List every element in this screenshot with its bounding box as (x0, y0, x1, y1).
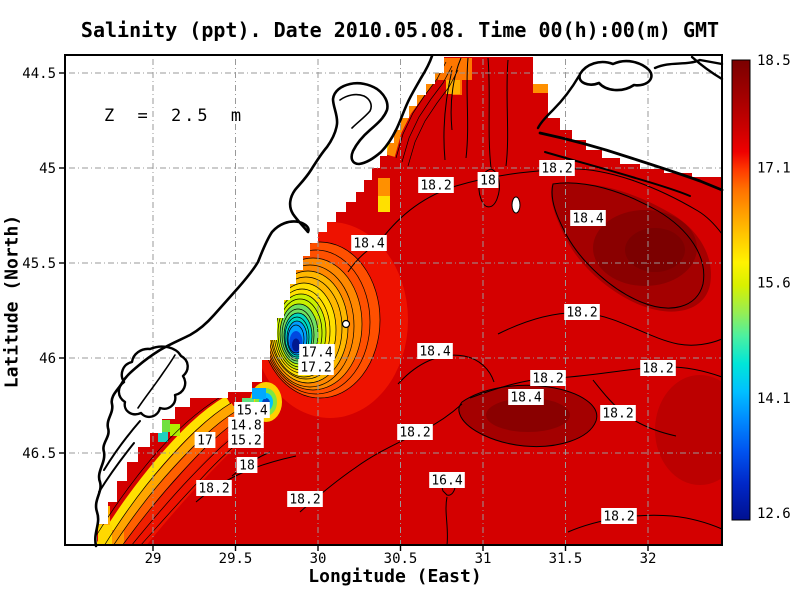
contour-label: 16.4 (431, 474, 462, 489)
contour-label-box (228, 432, 264, 448)
contour-label: 18.4 (510, 391, 541, 406)
estuary-orange-cell (533, 84, 548, 93)
y-tick-label: 44.5 (22, 66, 56, 82)
contour-label-box (564, 304, 600, 320)
contour-label: 18.2 (399, 426, 430, 441)
contour-label-box (530, 370, 566, 386)
contour-label-box (477, 172, 499, 188)
x-axis-title: Longitude (East) (308, 566, 482, 587)
contour-label: 18.2 (289, 493, 320, 508)
colorbar-label: 12.6 (757, 506, 791, 522)
contour-label-box (418, 177, 454, 193)
contour-label-box (351, 235, 387, 251)
colorbar-label: 14.1 (757, 391, 791, 407)
y-axis-title: Latitude (North) (1, 214, 23, 389)
x-tick-label: 31.5 (549, 551, 583, 567)
contour-label: 18.4 (572, 212, 603, 227)
coastline (94, 54, 724, 548)
contour-label-box (600, 405, 636, 421)
colorbar-gradient (731, 59, 751, 521)
contour-label: 17.4 (301, 346, 332, 361)
station-marker (341, 319, 351, 329)
contour-label: 18.2 (642, 362, 673, 377)
colorbar: 18.5 17.1 15.6 14.1 12.6 (731, 53, 791, 522)
contour-label: 18.2 (541, 162, 572, 177)
x-tick-label: 30 (310, 551, 327, 567)
contour-label-box (601, 508, 637, 524)
contour-label-box (429, 472, 465, 488)
contour-label-box (640, 360, 676, 376)
contour-label-box (236, 457, 258, 473)
colorbar-label: 17.1 (757, 160, 791, 176)
y-tick-label: 45.5 (22, 256, 56, 272)
chart-title: Salinity (ppt). Date 2010.05.08. Time 00… (80, 18, 720, 42)
contour-label: 18.2 (420, 179, 451, 194)
gridlines (65, 55, 722, 545)
contour-label: 15.2 (230, 434, 261, 449)
axis-ticks: 29 29.5 30 30.5 31 31.5 32 44.5 45 45.5 46 46.5 (22, 66, 656, 567)
x-tick-label: 29.5 (219, 551, 253, 567)
contour-label: 18.4 (353, 237, 384, 252)
plot-frame (64, 54, 723, 546)
contour-label-box (539, 160, 575, 176)
contour-label-box (287, 491, 323, 507)
x-tick-label: 32 (640, 551, 657, 567)
colorbar-label: 15.6 (757, 276, 791, 292)
contour-label-box (194, 432, 216, 448)
contour-label-box (234, 402, 270, 418)
contour-label-box (508, 389, 544, 405)
contour-label: 18.2 (566, 306, 597, 321)
contour-label: 18.2 (532, 372, 563, 387)
x-tick-label: 29 (145, 551, 162, 567)
contour-label: 18 (239, 459, 255, 474)
y-tick-label: 45 (39, 161, 56, 177)
contour-label-box (570, 210, 606, 226)
contour-label: 15.4 (236, 404, 267, 419)
small-contour-loop (511, 196, 521, 214)
contour-label: 17.2 (300, 361, 331, 376)
colorbar-label: 18.5 (757, 53, 791, 69)
contour-label: 18.2 (198, 482, 229, 497)
contour-label-box (228, 417, 264, 433)
contour-label: 18 (480, 174, 496, 189)
contour-label-box (196, 480, 232, 496)
depth-annotation: Z = 2.5 m (104, 106, 245, 126)
x-tick-label: 30.5 (384, 551, 418, 567)
contour-label-box (299, 344, 335, 360)
contour-label: 18.2 (603, 510, 634, 525)
contour-label-box (417, 343, 453, 359)
contour-label: 14.8 (230, 419, 261, 434)
contour-label-box (397, 424, 433, 440)
contour-label: 18.2 (602, 407, 633, 422)
contour-labels: 18.2 18 18.2 18.4 18.4 18.4 18.2 17.417.2 18.2 18… (194, 160, 676, 525)
contour-label: 18.4 (419, 345, 450, 360)
contour-label: 17 (197, 434, 213, 449)
y-tick-label: 46 (39, 351, 56, 367)
x-tick-label: 31 (475, 551, 492, 567)
y-tick-label: 46.5 (22, 446, 56, 462)
contour-label-box (298, 359, 334, 375)
